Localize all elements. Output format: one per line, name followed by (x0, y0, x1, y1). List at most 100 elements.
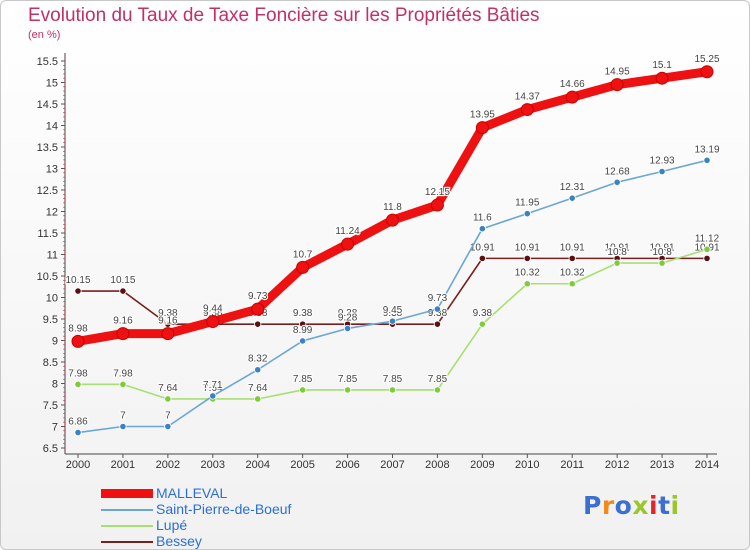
y-axis: 6.5 7 7.5 8 8.5 9 9.5 10 10.5 11 11.5 12 12.5 13 13.5 1… (37, 53, 66, 455)
data-label-saint-pierre-de-boeuf: 11.95 (515, 198, 540, 209)
data-point-malleval (700, 65, 714, 79)
data-label-lup-: 7.64 (158, 383, 178, 394)
data-label-saint-pierre-de-boeuf: 8.32 (248, 354, 268, 365)
data-label-bessey: 10.91 (560, 242, 585, 253)
data-label-saint-pierre-de-boeuf: 13.19 (694, 144, 719, 155)
series-saint-pierre-de-boeuf: 6.86 7 7 7.71 8.32 8.99 9.28 9.45 9.73 11.6 11.95 1… (67, 143, 721, 437)
x-tick-label: 2005 (290, 459, 314, 471)
data-point-malleval (475, 121, 489, 135)
data-point-saint-pierre-de-boeuf (209, 392, 217, 400)
data-label-malleval: 9.44 (203, 304, 223, 315)
data-label-bessey: 10.91 (605, 242, 630, 253)
data-point-bessey (523, 254, 531, 262)
data-label-lup-: 10.8 (607, 247, 627, 258)
x-tick-label: 2012 (605, 459, 629, 471)
data-label-lup-: 9.38 (473, 308, 493, 319)
y-tick-label: 13.5 (37, 142, 58, 154)
data-label-saint-pierre-de-boeuf: 6.86 (68, 417, 88, 428)
data-label-lup-: 10.32 (515, 268, 540, 279)
y-tick-label: 11 (47, 250, 58, 262)
x-axis: 2000 2001 2002 2003 2004 2005 2006 2007 2008 2009… (65, 453, 719, 471)
proxiti-logo: Proxiti (583, 491, 680, 520)
data-point-malleval (206, 315, 220, 329)
data-label-malleval: 14.37 (515, 92, 540, 103)
data-point-saint-pierre-de-boeuf (658, 167, 666, 176)
data-label-lup-: 7.98 (68, 368, 88, 379)
data-point-lup- (478, 320, 486, 328)
y-tick-label: 15 (46, 78, 58, 90)
y-tick-label: 11.5 (37, 228, 58, 240)
data-label-saint-pierre-de-boeuf: 12.68 (605, 166, 630, 177)
data-point-saint-pierre-de-boeuf (254, 366, 262, 374)
data-label-bessey: 10.91 (515, 242, 540, 253)
data-label-lup-: 7.98 (113, 368, 133, 379)
data-point-lup- (703, 245, 711, 253)
data-label-saint-pierre-de-boeuf: 7.71 (203, 380, 223, 391)
data-label-malleval: 9.16 (113, 316, 133, 327)
legend-label: Bessey (156, 533, 202, 549)
data-label-malleval: 8.98 (68, 323, 88, 334)
legend-label: Lupé (156, 517, 188, 533)
data-point-lup- (343, 386, 352, 394)
x-tick-label: 2000 (66, 459, 90, 471)
data-label-malleval: 12.15 (425, 187, 450, 198)
x-tick-label: 2009 (470, 459, 494, 471)
data-point-saint-pierre-de-boeuf (523, 210, 531, 218)
data-point-malleval (565, 90, 579, 104)
data-label-malleval: 11.24 (335, 226, 360, 237)
data-point-saint-pierre-de-boeuf (613, 178, 621, 186)
data-label-lup-: 7.85 (383, 374, 403, 385)
data-point-saint-pierre-de-boeuf (568, 194, 576, 202)
data-label-saint-pierre-de-boeuf: 7 (120, 411, 126, 422)
data-label-saint-pierre-de-boeuf: 12.93 (650, 156, 675, 167)
x-tick-label: 2013 (650, 459, 674, 471)
series-lup-: 7.98 7.987.64 7.64 7.647.85 7.85 7.85 7.859.38… (67, 232, 721, 403)
data-label-malleval: 13.95 (470, 110, 495, 121)
data-point-lup- (658, 259, 666, 267)
data-label-bessey: 10.15 (65, 275, 90, 286)
data-point-malleval (655, 71, 669, 85)
data-label-malleval: 14.66 (560, 79, 585, 90)
data-point-bessey (74, 287, 82, 295)
data-label-bessey: 9.38 (338, 308, 358, 319)
x-tick-label: 2002 (156, 459, 180, 471)
data-point-bessey (119, 287, 127, 295)
data-label-lup-: 7.85 (293, 374, 313, 385)
data-point-bessey (433, 320, 442, 328)
data-point-lup- (74, 380, 82, 388)
data-point-saint-pierre-de-boeuf (299, 337, 307, 345)
x-tick-label: 2007 (380, 459, 404, 471)
chart-title: Evolution du Taux de Taxe Foncière sur l… (28, 5, 540, 26)
data-label-malleval: 14.95 (605, 67, 630, 78)
data-label-malleval: 15.1 (652, 60, 672, 71)
data-point-malleval (520, 103, 534, 117)
legend-swatch (101, 541, 153, 543)
x-tick-label: 2008 (425, 459, 449, 471)
data-label-bessey: 9.38 (158, 308, 178, 319)
y-tick-label: 12 (46, 207, 58, 219)
data-point-saint-pierre-de-boeuf (119, 422, 127, 431)
data-point-bessey (703, 254, 711, 262)
y-tick-label: 6.5 (43, 443, 58, 455)
x-tick-label: 2014 (695, 459, 719, 471)
data-label-malleval: 11.8 (383, 202, 402, 213)
data-point-lup- (254, 395, 262, 403)
data-point-bessey (254, 320, 262, 328)
y-tick-label: 9.5 (43, 314, 58, 326)
data-label-saint-pierre-de-boeuf: 11.6 (473, 213, 492, 224)
x-tick-label: 2011 (560, 459, 584, 471)
unit-label: (en %) (28, 29, 61, 41)
legend-label: MALLEVAL (156, 485, 228, 501)
data-label-lup-: 7.85 (428, 374, 448, 385)
data-label-bessey: 10.91 (650, 242, 675, 253)
data-point-lup- (299, 386, 307, 394)
data-point-lup- (164, 395, 172, 403)
data-label-lup-: 10.32 (560, 268, 585, 279)
x-tick-label: 2006 (335, 459, 359, 471)
data-label-bessey: 10.91 (470, 242, 495, 253)
data-point-saint-pierre-de-boeuf (433, 305, 442, 313)
y-tick-label: 7.5 (43, 400, 58, 412)
data-label-lup-: 7.64 (248, 383, 268, 394)
legend-swatch (101, 525, 153, 527)
